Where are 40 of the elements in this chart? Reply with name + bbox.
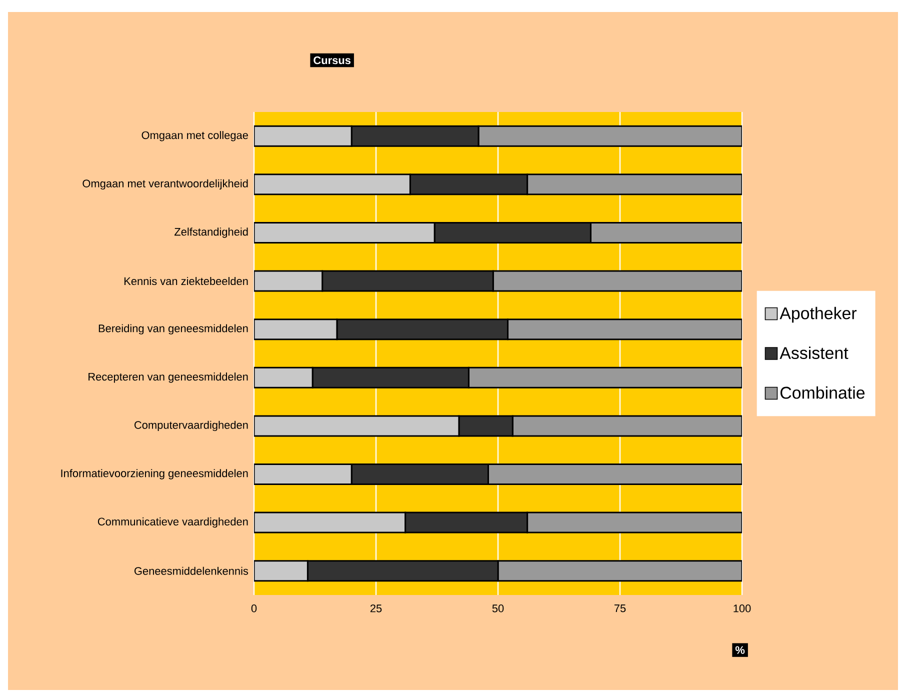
x-tick-label: 50: [492, 604, 504, 612]
y-tick-label: Computervaardigheden: [134, 420, 248, 432]
x-tick-label: 0: [251, 604, 257, 612]
x-tick-label: 25: [370, 604, 382, 612]
bar: [254, 463, 352, 485]
bar: [512, 415, 742, 437]
bar: [254, 415, 460, 437]
bar: [254, 366, 314, 388]
bar: [497, 560, 742, 582]
x-axis-title: %: [735, 646, 745, 654]
bar: [507, 318, 742, 340]
bar: [254, 174, 411, 196]
x-tick-label: 75: [614, 604, 626, 612]
y-tick-label: Kennis van ziektebeelden: [124, 277, 248, 286]
legend-label: Assistent: [780, 346, 848, 360]
bar: [590, 222, 742, 244]
bar: [254, 512, 406, 534]
bar: [254, 560, 308, 582]
y-tick-label: Zelfstandigheid: [174, 228, 248, 238]
y-tick-label: Omgaan met collegae: [142, 131, 248, 142]
bar: [526, 174, 742, 196]
bar: [254, 222, 436, 244]
chart-title: Cursus: [314, 56, 351, 64]
legend-label: Apotheker: [780, 306, 857, 323]
legend-label: Combinatie: [780, 386, 865, 399]
bar: [254, 318, 338, 340]
bar: [492, 270, 742, 292]
bar: [468, 366, 742, 388]
x-tick-label: 100: [734, 604, 751, 612]
bar: [254, 125, 352, 147]
y-tick-label: Informatievoorziening geneesmiddelen: [61, 469, 248, 480]
bar: [478, 125, 742, 147]
y-tick-label: Geneesmiddelenkennis: [134, 566, 248, 575]
y-tick-label: Communicatieve vaardigheden: [98, 517, 248, 528]
y-tick-label: Recepteren van geneesmiddelen: [88, 372, 248, 383]
bar: [487, 463, 742, 485]
y-tick-label: Bereiding van geneesmiddelen: [98, 324, 248, 334]
bar: [526, 512, 742, 534]
y-tick-label: Omgaan met verantwoordelijkheid: [82, 179, 248, 190]
bar: [254, 270, 324, 292]
